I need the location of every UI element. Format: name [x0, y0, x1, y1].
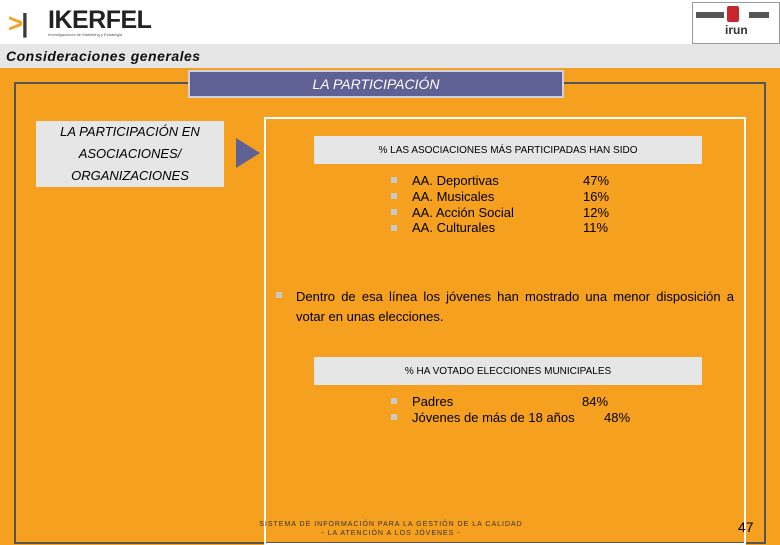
detail-frame — [264, 117, 746, 545]
footer-line-2: - LA ATENCIÓN A LOS JÓVENES - — [321, 530, 461, 537]
list-item-value: 48% — [604, 410, 631, 425]
bullet-icon — [391, 225, 397, 231]
bullet-icon — [391, 177, 397, 183]
brand-name: IKERFEL — [48, 6, 152, 34]
header: >| IKERFEL Investigaciones de Marketing … — [0, 0, 780, 44]
topic-line-2: ASOCIACIONES/ — [78, 146, 182, 161]
list-item-value: 12% — [583, 205, 610, 220]
bullet-icon — [276, 292, 282, 298]
coat-of-arms-icon — [727, 6, 739, 22]
section1-header: % LAS ASOCIACIONES MÁS PARTICIPADAS HAN … — [314, 136, 702, 164]
page-number: 47 — [738, 519, 754, 535]
partner-logo: irun — [692, 2, 780, 44]
section2-header: % HA VOTADO ELECCIONES MUNICIPALES — [314, 357, 702, 385]
list-item-value: 16% — [583, 189, 610, 204]
topic-line-1: LA PARTICIPACIÓN EN — [60, 124, 200, 139]
footer: SISTEMA DE INFORMACIÓN PARA LA GESTIÓN D… — [236, 520, 546, 538]
list-item-label: Jóvenes de más de 18 años — [412, 410, 575, 425]
list-item-label: AA. Musicales — [412, 189, 495, 204]
bullet-icon — [391, 193, 397, 199]
list-item-label: AA. Acción Social — [412, 205, 514, 220]
subtitle: Consideraciones generales — [6, 48, 201, 64]
chevron-logo-icon: >| — [8, 8, 29, 38]
subtitle-bar: Consideraciones generales — [0, 44, 780, 68]
list-item-label: AA. Culturales — [412, 220, 496, 235]
list-item-value: 47% — [583, 173, 610, 188]
bullet-icon — [391, 414, 397, 420]
partner-logo-text: irun — [725, 23, 748, 37]
page-title: LA PARTICIPACIÓN — [188, 70, 564, 98]
summary-paragraph: Dentro de esa línea los jóvenes han most… — [296, 289, 734, 324]
ikerfel-logo: >| IKERFEL Investigaciones de Marketing … — [8, 6, 168, 38]
bullet-icon — [391, 209, 397, 215]
footer-line-1: SISTEMA DE INFORMACIÓN PARA LA GESTIÓN D… — [259, 521, 523, 528]
partner-label-right — [749, 12, 769, 18]
bullet-icon — [391, 398, 397, 404]
arrow-right-icon — [236, 138, 260, 168]
partner-label-left — [696, 12, 724, 18]
list-item-label: Padres — [412, 394, 454, 409]
list-item-label: AA. Deportivas — [412, 173, 499, 188]
list-item-value: 84% — [582, 394, 609, 409]
list-item-value: 11% — [583, 220, 609, 235]
topic-line-3: ORGANIZACIONES — [71, 168, 189, 183]
brand-tagline: Investigaciones de Marketing y Estrategi… — [48, 32, 123, 37]
topic-box: LA PARTICIPACIÓN EN ASOCIACIONES/ ORGANI… — [36, 121, 224, 187]
